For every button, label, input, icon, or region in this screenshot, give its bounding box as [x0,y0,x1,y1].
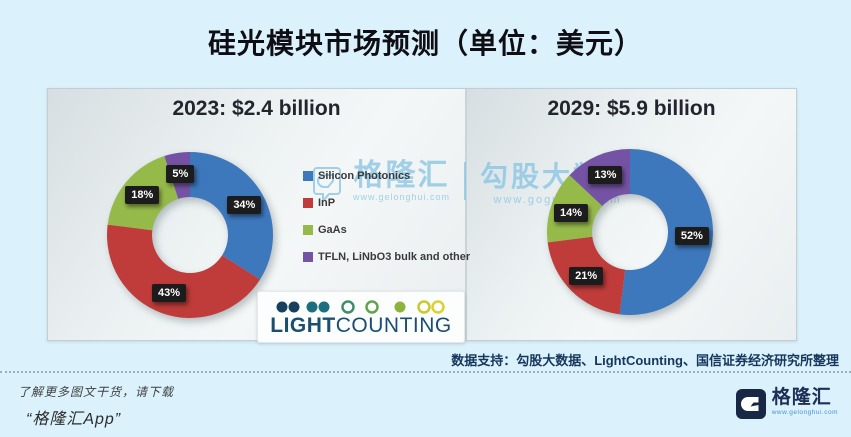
legend-swatch-icon [303,198,313,208]
donut-slice-2023-1 [106,224,261,319]
legend-item-0: Silicon Photonics [303,170,470,182]
page-title: 硅光模块市场预测（单位：美元） [207,28,643,59]
gelonghui-brand-url: www.gelonghui.com [771,409,838,416]
chart-legend: Silicon Photonics InP GaAs TFLN, LiNbO3 bul… [303,170,470,263]
legend-swatch-icon [303,252,313,262]
gelonghui-brand-name: 格隆汇 [771,387,832,408]
watermark-gelonghui-url: www.gelonghui.com [353,192,451,202]
donut-label-2029-3: 13% [588,166,623,185]
donut-label-2023-1: 43% [151,284,186,303]
watermark: 格隆汇 www.gelonghui.com 勾股大数据 www.gogudata… [313,160,635,206]
legend-label: Silicon Photonics [318,170,411,182]
gelonghui-logo-icon [735,389,766,419]
donut-label-2029-1: 21% [569,266,604,285]
donut-label-2029-2: 14% [554,203,589,222]
legend-swatch-icon [303,171,313,181]
donut-slice-2023-0 [190,152,273,280]
lightcounting-word-counting: COUNTING [335,313,452,337]
lightcounting-word-light: LIGHT [270,313,336,337]
promo-block: 了解更多图文干货，请下载 “格隆汇App” [18,383,174,429]
donut-label-2023-0: 34% [227,196,262,215]
lightcounting-logo: LIGHTCOUNTING [257,291,465,343]
lightcounting-chain-icon [276,299,446,314]
legend-label: TFLN, LiNbO3 bulk and other [318,251,471,263]
legend-item-1: InP [303,197,470,209]
gelonghui-brand: 格隆汇 www.gelonghui.com [735,388,838,420]
legend-label: GaAs [318,224,347,236]
footer-divider [0,371,851,373]
promo-app-name: “格隆汇App” [26,411,122,428]
donut-label-2023-2: 18% [125,186,160,205]
watermark-divider [464,162,467,200]
watermark-gelonghui-text: 格隆汇 [353,159,450,192]
legend-item-2: GaAs [303,224,470,236]
data-source-credit: 数据支持：勾股大数据、LightCounting、国信证券经济研究所整理 [451,353,839,368]
donut-slice-2029-0 [619,149,713,315]
chart-title-2023: 2023: $2.4 billion [172,97,341,120]
legend-item-3: TFLN, LiNbO3 bulk and other [303,251,470,263]
lightcounting-wordmark: LIGHTCOUNTING [270,313,452,337]
promo-text: 了解更多图文干货，请下载 [18,385,175,399]
donut-label-2023-3: 5% [166,164,195,183]
chart-title-2029: 2029: $5.9 billion [547,97,716,120]
donut-label-2029-0: 52% [674,226,709,245]
legend-swatch-icon [303,225,313,235]
gelonghui-watermark-logo-icon [313,167,341,202]
legend-label: InP [318,197,336,209]
